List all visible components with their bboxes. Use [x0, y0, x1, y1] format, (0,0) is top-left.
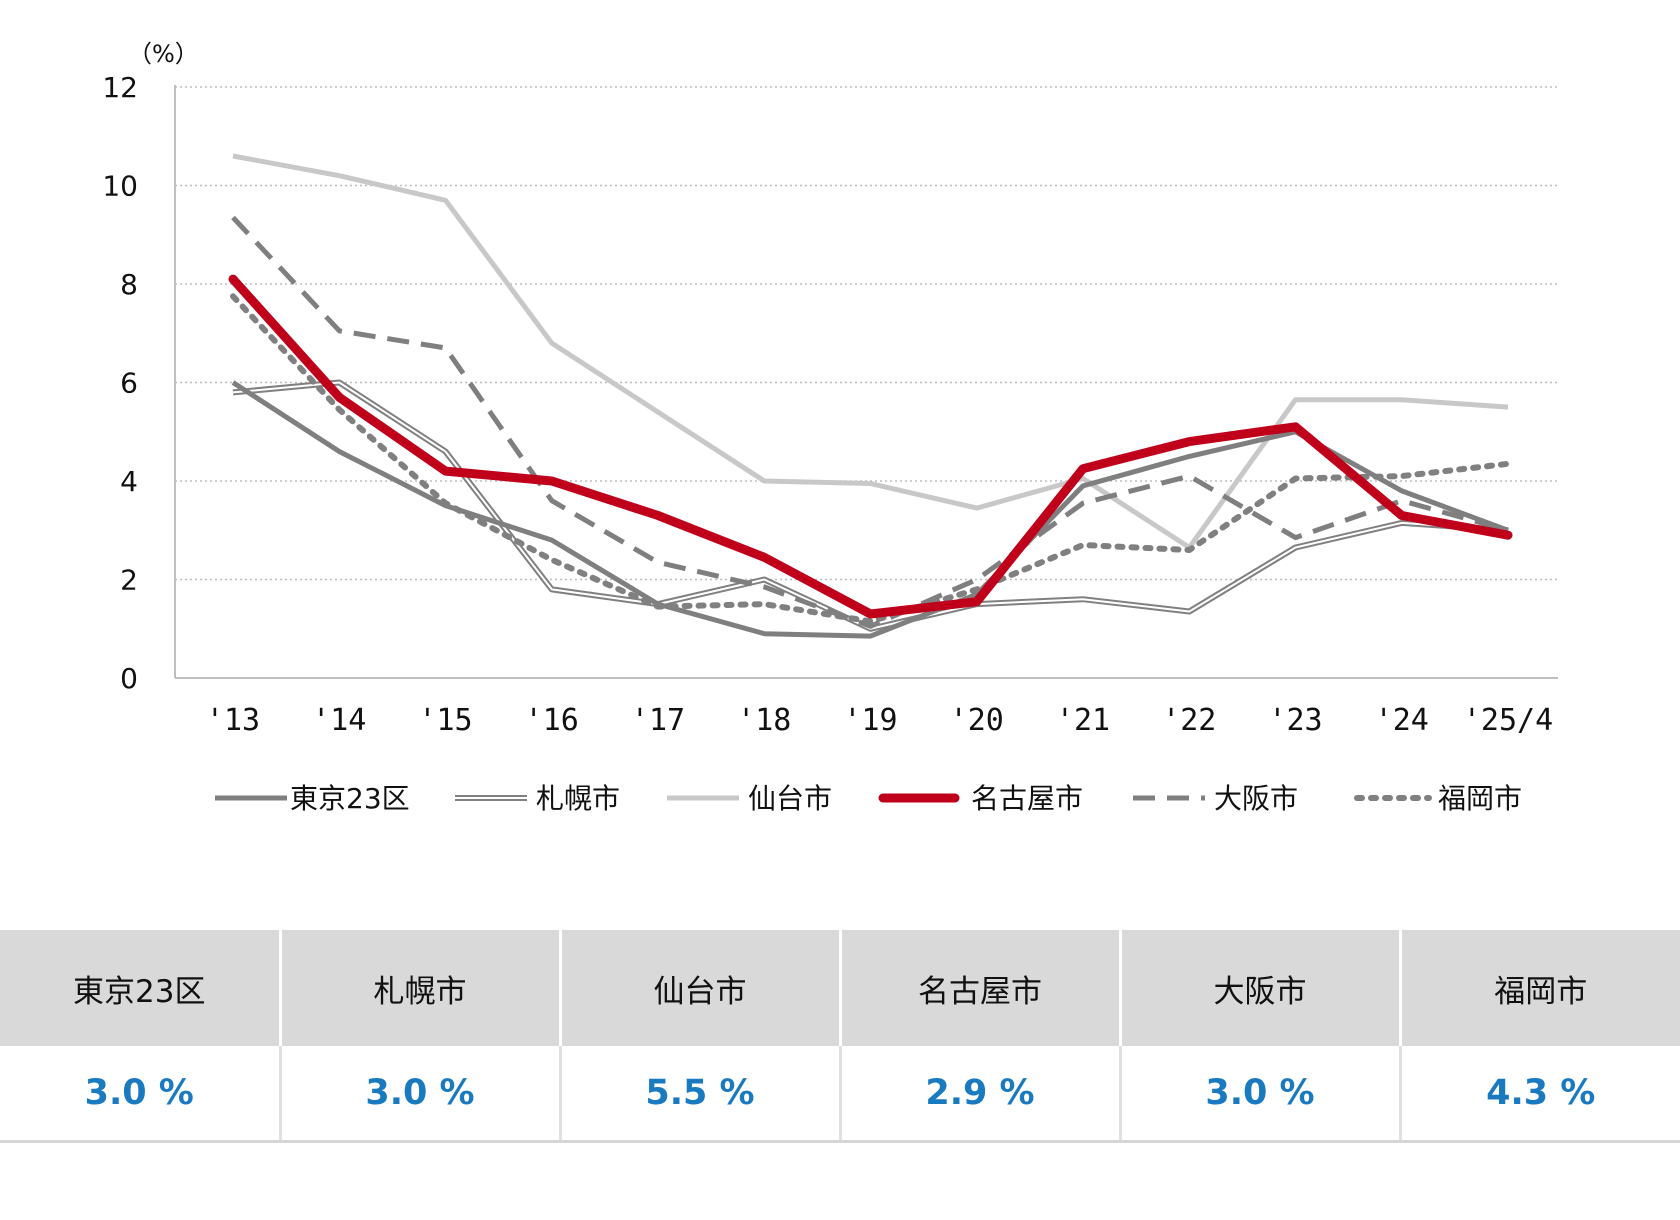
x-tick-label: '22: [1162, 703, 1216, 738]
table-header-cell: 札幌市: [278, 930, 560, 1046]
series-lines: [228, 153, 1513, 639]
y-tick-label: 6: [120, 367, 138, 400]
x-tick-label: '13: [206, 703, 260, 738]
legend: 東京23区 札幌市 仙台市 名古屋市 大阪市 福岡市: [215, 782, 1522, 815]
y-axis-unit-label: （%）: [128, 40, 199, 68]
legend-label: 仙台市: [748, 782, 832, 815]
series-line: [231, 215, 1509, 629]
table-header-row: 東京23区 札幌市 仙台市 名古屋市 大阪市 福岡市: [0, 930, 1680, 1046]
x-axis-ticks: '13 '14 '15 '16 '17 '18 '19 '20 '21 '22 '23 '24 '25/…: [206, 703, 1553, 738]
table-value-cell: 4.3 %: [1398, 1046, 1680, 1143]
y-tick-label: 2: [120, 564, 138, 597]
x-tick-label: '23: [1268, 703, 1322, 738]
table-row: 3.0 % 3.0 % 5.5 % 2.9 % 3.0 % 4.3 %: [0, 1046, 1680, 1143]
series-line: [231, 380, 1509, 639]
x-tick-label: '24: [1375, 703, 1429, 738]
table-header-cell: 福岡市: [1398, 930, 1680, 1046]
x-tick-label: '17: [631, 703, 685, 738]
legend-label: 大阪市: [1214, 782, 1298, 815]
table-value-cell: 2.9 %: [838, 1046, 1120, 1143]
table-header-cell: 大阪市: [1118, 930, 1400, 1046]
y-tick-label: 4: [120, 465, 138, 498]
axes: [174, 85, 1558, 679]
table-value-cell: 3.0 %: [278, 1046, 560, 1143]
series-line: [230, 293, 1511, 625]
table-value-cell: 3.0 %: [0, 1046, 280, 1143]
legend-label: 福岡市: [1438, 782, 1522, 815]
x-tick-label: '16: [525, 703, 579, 738]
legend-label: 名古屋市: [971, 782, 1083, 815]
series-line-outer: [232, 379, 1509, 632]
x-tick-label: '14: [312, 703, 366, 738]
table-value-cell: 3.0 %: [1118, 1046, 1400, 1143]
y-tick-label: 8: [120, 268, 138, 301]
y-tick-label: 0: [120, 662, 138, 695]
y-axis-ticks: 0 2 4 6 8 10 12: [102, 71, 138, 695]
y-tick-label: 12: [102, 71, 138, 104]
x-tick-label: '20: [950, 703, 1004, 738]
legend-label: 東京23区: [290, 782, 410, 815]
x-tick-label: '15: [418, 703, 472, 738]
series-line: [232, 153, 1509, 550]
x-tick-label: '18: [737, 703, 791, 738]
gridlines: [175, 86, 1558, 581]
summary-table: 東京23区 札幌市 仙台市 名古屋市 大阪市 福岡市 3.0 % 3.0 % 5…: [0, 930, 1680, 1143]
table-header-cell: 仙台市: [558, 930, 840, 1046]
table-value-cell: 5.5 %: [558, 1046, 840, 1143]
x-tick-label: '25/4: [1463, 703, 1553, 738]
series-line: [228, 274, 1513, 619]
x-tick-label: '21: [1056, 703, 1110, 738]
table-header-cell: 東京23区: [0, 930, 280, 1046]
table-header-cell: 名古屋市: [838, 930, 1120, 1046]
x-tick-label: '19: [843, 703, 897, 738]
line-chart: （%） 0 2 4 6 8 10 12 '13 '14 '15 '16 '17 '18 '19 '20 '2…: [102, 40, 1558, 815]
y-tick-label: 10: [102, 170, 138, 203]
series-line-inner: [232, 381, 1509, 630]
legend-label: 札幌市: [536, 782, 620, 815]
